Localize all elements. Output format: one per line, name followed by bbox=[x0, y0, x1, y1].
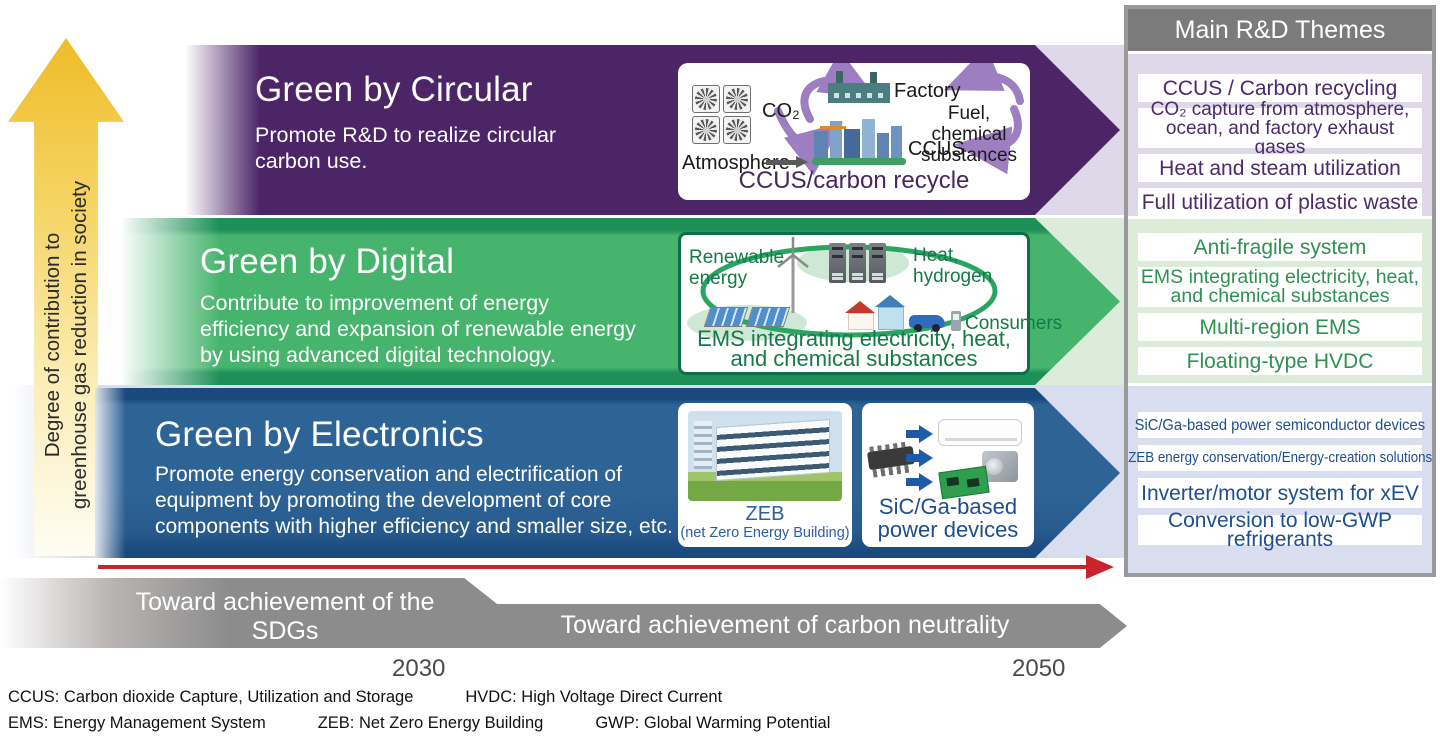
ev-charger-icon bbox=[951, 311, 961, 331]
house-icon bbox=[845, 301, 875, 330]
circular-band-desc: Promote R&D to realize circular carbon u… bbox=[255, 123, 557, 173]
footnote-line-1: CCUS: Carbon dioxide Capture, Utilizatio… bbox=[8, 688, 882, 707]
digital-band-title: Green by Digital bbox=[200, 242, 455, 281]
arrow-icon bbox=[906, 425, 936, 443]
atmosphere-label: Atmosphere bbox=[682, 152, 790, 174]
timeline-red-arrow-head bbox=[1086, 555, 1114, 579]
digital-themes-section: Anti-fragile system EMS integrating elec… bbox=[1128, 219, 1432, 383]
theme-item: EMS integrating electricity, heat, and c… bbox=[1138, 267, 1422, 307]
theme-item: SiC/Ga-based power semiconductor devices bbox=[1135, 412, 1425, 438]
theme-item: CCUS / Carbon recycling bbox=[1138, 74, 1422, 102]
ccus-label: CCUS bbox=[908, 138, 965, 160]
dac-fan-units-icon bbox=[692, 85, 752, 145]
footnote-ems: EMS: Energy Management System bbox=[8, 714, 266, 732]
theme-item: CO₂ capture from atmosphere, ocean, and … bbox=[1138, 100, 1422, 157]
theme-item: Inverter/motor system for xEV bbox=[1138, 478, 1422, 508]
footnote-zeb: ZEB: Net Zero Energy Building bbox=[317, 714, 544, 732]
arrow-icon bbox=[906, 473, 936, 491]
footnote-hvdc: HVDC: High Voltage Direct Current bbox=[465, 688, 723, 706]
theme-item: Conversion to low-GWP refrigerants bbox=[1138, 510, 1422, 550]
motor-icon bbox=[982, 451, 1018, 482]
consumers-label: Consumers bbox=[965, 313, 1063, 334]
factory-icon bbox=[828, 69, 890, 103]
city-icon bbox=[812, 113, 906, 165]
ev-car-icon bbox=[909, 315, 945, 332]
solar-panel-icon bbox=[745, 307, 791, 327]
electronics-band-title: Green by Electronics bbox=[155, 415, 484, 454]
circular-band-title: Green by Circular bbox=[255, 70, 533, 109]
theme-item: Multi-region EMS bbox=[1138, 313, 1422, 341]
factory-label: Factory bbox=[894, 80, 961, 102]
footnote-line-2: EMS: Energy Management System ZEB: Net Z… bbox=[8, 714, 882, 733]
sic-power-devices-card: SiC/Ga-based power devices bbox=[862, 403, 1034, 547]
air-conditioner-icon bbox=[938, 419, 1022, 446]
electronics-band-desc: Promote energy conservation and electrif… bbox=[155, 463, 673, 538]
year-2050-label: 2050 bbox=[1012, 655, 1066, 682]
digital-band-desc: Contribute to improvement of energy effi… bbox=[200, 291, 636, 367]
ccus-card-caption: CCUS/carbon recycle bbox=[738, 167, 970, 194]
footnote-gwp: GWP: Global Warming Potential bbox=[595, 714, 831, 732]
theme-item: Floating-type HVDC bbox=[1138, 347, 1422, 375]
circular-themes-section: CCUS / Carbon recycling CO₂ capture from… bbox=[1128, 54, 1432, 216]
server-rack-icon bbox=[829, 243, 846, 283]
renewable-energy-label: Renewable energy bbox=[689, 247, 785, 289]
carbon-neutrality-banner bbox=[464, 604, 1127, 648]
server-rack-icon bbox=[869, 243, 886, 283]
ghg-reduction-axis-label: Degree of contribution to greenhouse gas… bbox=[41, 180, 91, 510]
sic-card-caption: SiC/Ga-based power devices bbox=[877, 494, 1019, 542]
solar-panel-icon bbox=[703, 307, 749, 327]
sdgs-banner bbox=[0, 578, 497, 648]
ems-illustration-card: Renewable energy Heat, hydrogen Consumer… bbox=[678, 232, 1062, 375]
year-2030-label: 2030 bbox=[392, 655, 446, 682]
server-rack-icon bbox=[849, 243, 866, 283]
electronics-themes-section: SiC/Ga-based power semiconductor devices… bbox=[1128, 386, 1432, 573]
arrow-icon bbox=[906, 449, 936, 467]
heat-hydrogen-label: Heat, hydrogen bbox=[913, 245, 993, 287]
main-rd-themes-header: Main R&D Themes bbox=[1128, 9, 1432, 51]
theme-item: Full utilization of plastic waste bbox=[1138, 188, 1422, 216]
co2-label: CO₂ bbox=[762, 100, 800, 122]
abbreviation-footnotes: CCUS: Carbon dioxide Capture, Utilizatio… bbox=[8, 688, 882, 740]
zeb-building-photo bbox=[688, 411, 842, 501]
footnote-ccus: CCUS: Carbon dioxide Capture, Utilizatio… bbox=[8, 688, 414, 706]
carbon-neutrality-banner-label: Toward achievement of carbon neutrality bbox=[560, 611, 1010, 639]
theme-item: ZEB energy conservation/Energy-creation … bbox=[1128, 445, 1432, 471]
zeb-caption-title: ZEB bbox=[745, 503, 785, 525]
theme-item: Anti-fragile system bbox=[1138, 233, 1422, 261]
zeb-card: ZEB (net Zero Energy Building) bbox=[678, 403, 852, 547]
sdgs-banner-label: Toward achievement of the SDGs bbox=[135, 588, 435, 645]
ems-card-caption: EMS integrating electricity, heat, and c… bbox=[697, 326, 1011, 371]
building-icon bbox=[875, 295, 905, 330]
timeline-red-arrow-shaft bbox=[98, 565, 1094, 569]
theme-item: Heat and steam utilization bbox=[1138, 154, 1422, 182]
ccus-illustration-card: CO₂ Factory Fuel, chemical substances CC… bbox=[678, 63, 1030, 200]
zeb-caption-subtitle: (net Zero Energy Building) bbox=[680, 525, 850, 541]
